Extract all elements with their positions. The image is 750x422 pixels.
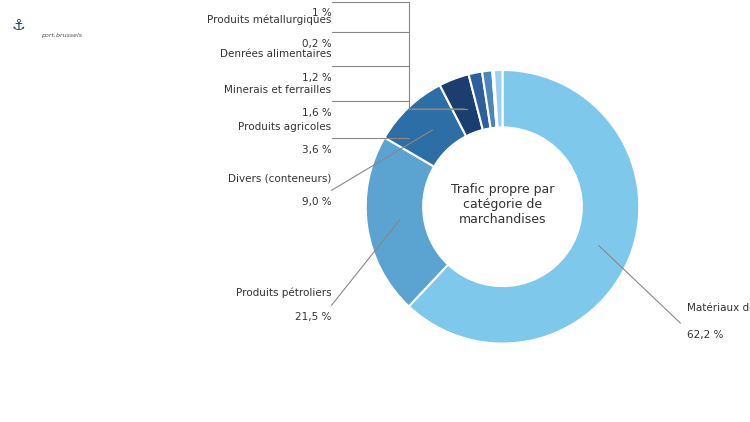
Text: Trafic propre par
catégorie de
marchandises: Trafic propre par catégorie de marchandi… [451,183,554,225]
Text: 62,2 %: 62,2 % [687,330,724,340]
Text: 0,2 %: 0,2 % [302,38,332,49]
Text: Matériaux de construction: Matériaux de construction [687,303,750,314]
Text: 21,5 %: 21,5 % [296,312,332,322]
Text: Minerais et ferrailles: Minerais et ferrailles [224,85,332,95]
Text: 9,0 %: 9,0 % [302,197,332,207]
Text: 1,6 %: 1,6 % [302,108,332,118]
Wedge shape [494,70,502,127]
Text: port.brussels: port.brussels [41,33,82,38]
Text: Produits métallurgiques: Produits métallurgiques [207,14,332,25]
Text: Divers (conteneurs): Divers (conteneurs) [228,173,332,184]
Wedge shape [492,70,497,128]
Wedge shape [409,70,639,344]
Text: 3,6 %: 3,6 % [302,145,332,155]
Text: Produits agricoles: Produits agricoles [238,122,332,132]
Text: ⚓: ⚓ [11,18,25,33]
Text: Denrées alimentaires: Denrées alimentaires [220,49,332,59]
Wedge shape [366,138,448,306]
Text: 1 %: 1 % [312,8,332,19]
Wedge shape [469,72,490,130]
Wedge shape [440,74,483,136]
Text: 1,2 %: 1,2 % [302,73,332,83]
Wedge shape [385,85,466,167]
Text: Produits pétroliers: Produits pétroliers [236,288,332,298]
Wedge shape [482,70,496,128]
